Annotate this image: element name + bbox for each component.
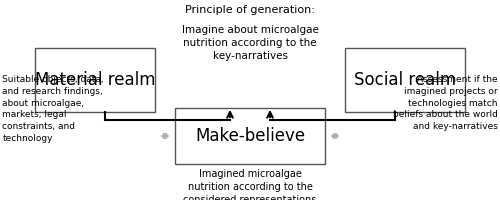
- Text: Material realm: Material realm: [35, 71, 155, 89]
- FancyBboxPatch shape: [35, 48, 155, 112]
- Text: Social realm: Social realm: [354, 71, 456, 89]
- Text: Principle of generation:: Principle of generation:: [185, 5, 315, 15]
- FancyBboxPatch shape: [175, 108, 325, 164]
- Text: Make-believe: Make-believe: [195, 127, 305, 145]
- Text: Imagine about microalgae
nutrition according to the
key-narratives: Imagine about microalgae nutrition accor…: [182, 25, 318, 61]
- Text: Assessment if the
imagined projects or
technologies match
beliefs about the worl: Assessment if the imagined projects or t…: [392, 75, 498, 131]
- FancyBboxPatch shape: [345, 48, 465, 112]
- Text: Suitable objects, data,
and research findings,
about microalgae,
markets, legal
: Suitable objects, data, and research fin…: [2, 75, 104, 143]
- Text: Imagined microalgae
nutrition according to the
considered representations
and im: Imagined microalgae nutrition according …: [184, 169, 316, 200]
